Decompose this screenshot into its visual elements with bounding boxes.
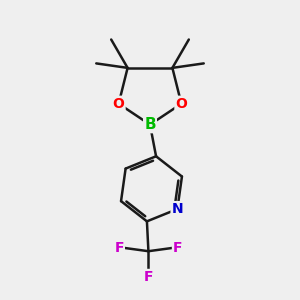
Text: N: N [172,202,183,216]
Text: B: B [144,117,156,132]
Text: O: O [113,97,124,111]
Text: F: F [144,270,153,284]
Text: O: O [176,97,187,111]
Text: F: F [114,241,124,255]
Text: F: F [173,241,182,255]
